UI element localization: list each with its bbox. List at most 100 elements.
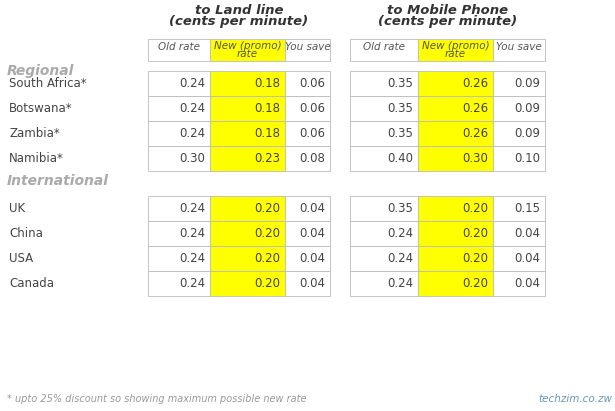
Bar (418, 121, 493, 146)
Text: 0.04: 0.04 (514, 277, 540, 290)
Text: 0.18: 0.18 (254, 77, 280, 90)
Text: UK: UK (9, 202, 25, 215)
Bar (210, 96, 285, 121)
Bar (418, 246, 493, 271)
Text: 0.04: 0.04 (514, 227, 540, 240)
Text: 0.24: 0.24 (179, 127, 205, 140)
Bar (210, 246, 285, 271)
Text: 0.24: 0.24 (387, 277, 413, 290)
Bar (285, 246, 330, 271)
Bar (350, 71, 418, 96)
Bar (210, 121, 285, 146)
Text: 0.08: 0.08 (299, 152, 325, 165)
Bar (148, 39, 210, 61)
Bar (285, 121, 330, 146)
Bar (350, 146, 418, 171)
Text: 0.18: 0.18 (254, 102, 280, 115)
Text: 0.24: 0.24 (179, 252, 205, 265)
Bar (350, 96, 418, 121)
Bar (350, 196, 418, 221)
Bar (210, 271, 285, 296)
Bar (493, 71, 545, 96)
Text: 0.24: 0.24 (179, 277, 205, 290)
Text: 0.18: 0.18 (254, 127, 280, 140)
Text: 0.30: 0.30 (179, 152, 205, 165)
Bar (493, 121, 545, 146)
Text: 0.24: 0.24 (387, 227, 413, 240)
Bar (148, 71, 210, 96)
Text: 0.40: 0.40 (387, 152, 413, 165)
Text: 0.35: 0.35 (387, 102, 413, 115)
Text: 0.35: 0.35 (387, 77, 413, 90)
Text: 0.20: 0.20 (254, 227, 280, 240)
Bar (418, 196, 493, 221)
Text: 0.30: 0.30 (462, 152, 488, 165)
Text: 0.04: 0.04 (514, 252, 540, 265)
Text: 0.20: 0.20 (462, 227, 488, 240)
Bar (350, 39, 418, 61)
Text: You save: You save (285, 42, 330, 52)
Bar (285, 221, 330, 246)
Text: Old rate: Old rate (363, 42, 405, 52)
Text: * upto 25% discount so showing maximum possible new rate: * upto 25% discount so showing maximum p… (7, 394, 306, 404)
Bar (148, 96, 210, 121)
Text: 0.24: 0.24 (179, 77, 205, 90)
Bar (493, 196, 545, 221)
Text: 0.26: 0.26 (462, 127, 488, 140)
Text: 0.10: 0.10 (514, 152, 540, 165)
Text: Canada: Canada (9, 277, 54, 290)
Text: 0.20: 0.20 (254, 277, 280, 290)
Bar (148, 146, 210, 171)
Text: 0.04: 0.04 (299, 202, 325, 215)
Bar (210, 39, 285, 61)
Text: Botswana*: Botswana* (9, 102, 73, 115)
Bar (210, 146, 285, 171)
Bar (493, 271, 545, 296)
Text: 0.09: 0.09 (514, 102, 540, 115)
Bar (418, 221, 493, 246)
Text: rate: rate (237, 49, 258, 59)
Text: rate: rate (445, 49, 466, 59)
Bar (418, 96, 493, 121)
Text: 0.26: 0.26 (462, 77, 488, 90)
Text: 0.20: 0.20 (254, 202, 280, 215)
Bar (350, 121, 418, 146)
Text: 0.06: 0.06 (299, 77, 325, 90)
Bar (148, 221, 210, 246)
Text: USA: USA (9, 252, 33, 265)
Bar (418, 39, 493, 61)
Bar (285, 96, 330, 121)
Text: 0.20: 0.20 (462, 252, 488, 265)
Bar (148, 271, 210, 296)
Bar (148, 121, 210, 146)
Bar (285, 146, 330, 171)
Text: 0.35: 0.35 (387, 127, 413, 140)
Text: 0.24: 0.24 (179, 202, 205, 215)
Text: 0.09: 0.09 (514, 77, 540, 90)
Text: South Africa*: South Africa* (9, 77, 87, 90)
Bar (210, 221, 285, 246)
Text: New (promo): New (promo) (422, 41, 490, 51)
Text: 0.15: 0.15 (514, 202, 540, 215)
Bar (418, 271, 493, 296)
Bar (350, 221, 418, 246)
Bar (418, 71, 493, 96)
Bar (148, 246, 210, 271)
Bar (350, 246, 418, 271)
Text: 0.04: 0.04 (299, 252, 325, 265)
Text: 0.35: 0.35 (387, 202, 413, 215)
Bar (210, 71, 285, 96)
Bar (493, 96, 545, 121)
Bar (493, 39, 545, 61)
Bar (210, 196, 285, 221)
Text: Old rate: Old rate (158, 42, 200, 52)
Text: 0.04: 0.04 (299, 227, 325, 240)
Bar (285, 39, 330, 61)
Text: 0.24: 0.24 (387, 252, 413, 265)
Text: to Land line: to Land line (195, 5, 284, 18)
Text: 0.06: 0.06 (299, 102, 325, 115)
Bar (493, 246, 545, 271)
Text: Namibia*: Namibia* (9, 152, 64, 165)
Text: 0.06: 0.06 (299, 127, 325, 140)
Text: 0.20: 0.20 (462, 202, 488, 215)
